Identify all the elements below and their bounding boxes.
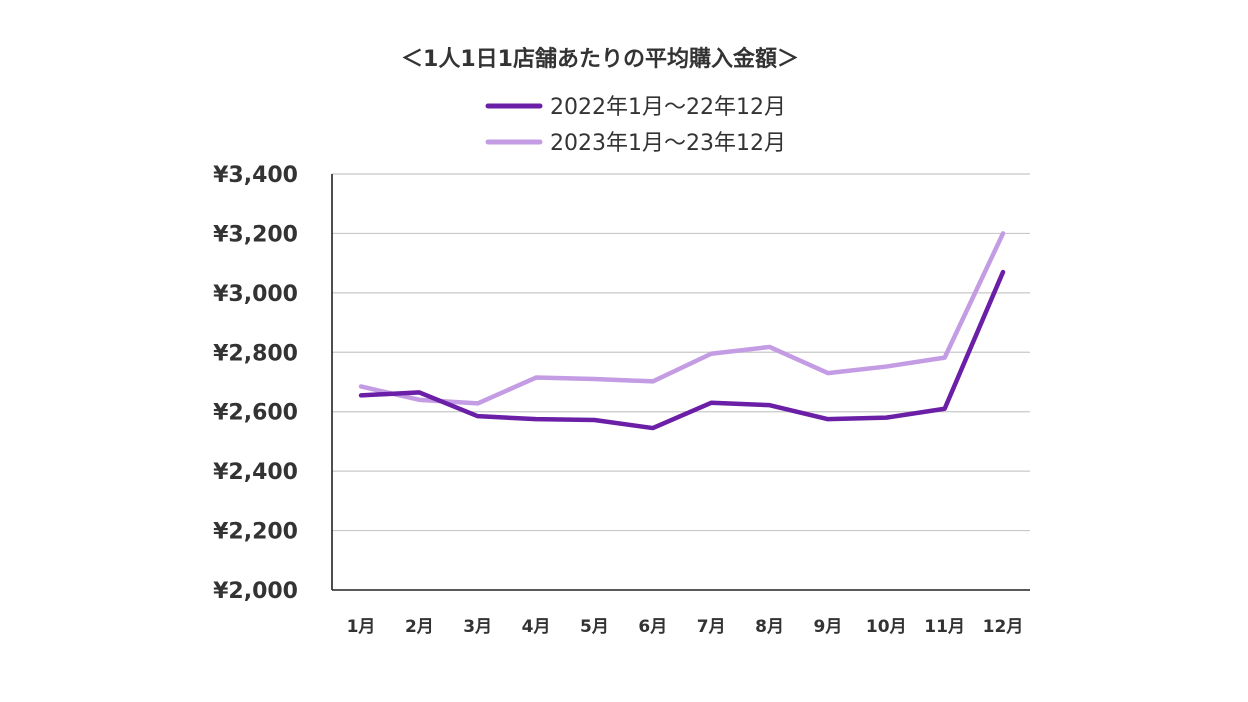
x-tick-label: 8月 bbox=[755, 617, 784, 637]
y-tick-label: ¥3,200 bbox=[213, 222, 298, 247]
series-line-2023 bbox=[358, 231, 1006, 406]
series-line-2022 bbox=[358, 269, 1006, 431]
y-tick-label: ¥3,400 bbox=[213, 163, 298, 188]
x-tick-label: 3月 bbox=[463, 617, 492, 637]
legend-label-2023: 2023年1月〜23年12月 bbox=[550, 131, 786, 156]
y-tick-label: ¥2,600 bbox=[213, 401, 298, 426]
x-tick-label: 9月 bbox=[813, 617, 842, 637]
y-tick-label: ¥2,200 bbox=[213, 520, 298, 545]
y-tick-label: ¥2,000 bbox=[213, 579, 298, 604]
y-tick-label: ¥3,000 bbox=[213, 282, 298, 307]
x-tick-label: 12月 bbox=[983, 617, 1024, 637]
x-tick-label: 5月 bbox=[580, 617, 609, 637]
y-axis-ticks: ¥2,000 ¥2,200 ¥2,400 ¥2,600 ¥2,800 ¥3,000 ¥3,2… bbox=[213, 163, 298, 604]
chart-title: ＜1人1日1店舗あたりの平均購入金額＞ bbox=[401, 46, 799, 72]
legend-label-2022: 2022年1月〜22年12月 bbox=[550, 95, 786, 120]
x-tick-label: 4月 bbox=[522, 617, 551, 637]
y-tick-label: ¥2,400 bbox=[213, 460, 298, 485]
gridlines bbox=[332, 173, 1030, 532]
x-tick-label: 6月 bbox=[638, 617, 667, 637]
y-tick-label: ¥2,800 bbox=[213, 341, 298, 366]
x-tick-label: 11月 bbox=[924, 617, 965, 637]
x-tick-label: 10月 bbox=[866, 617, 907, 637]
x-axis-ticks: 1月 2月 3月 4月 5月 6月 7月 8月 9月 10月 11月 12月 bbox=[347, 617, 1024, 637]
series-layer bbox=[358, 231, 1006, 431]
x-tick-label: 1月 bbox=[347, 617, 376, 637]
legend: 2022年1月〜22年12月 2023年1月〜23年12月 bbox=[485, 95, 786, 156]
x-tick-label: 2月 bbox=[405, 617, 434, 637]
x-tick-label: 7月 bbox=[697, 617, 726, 637]
